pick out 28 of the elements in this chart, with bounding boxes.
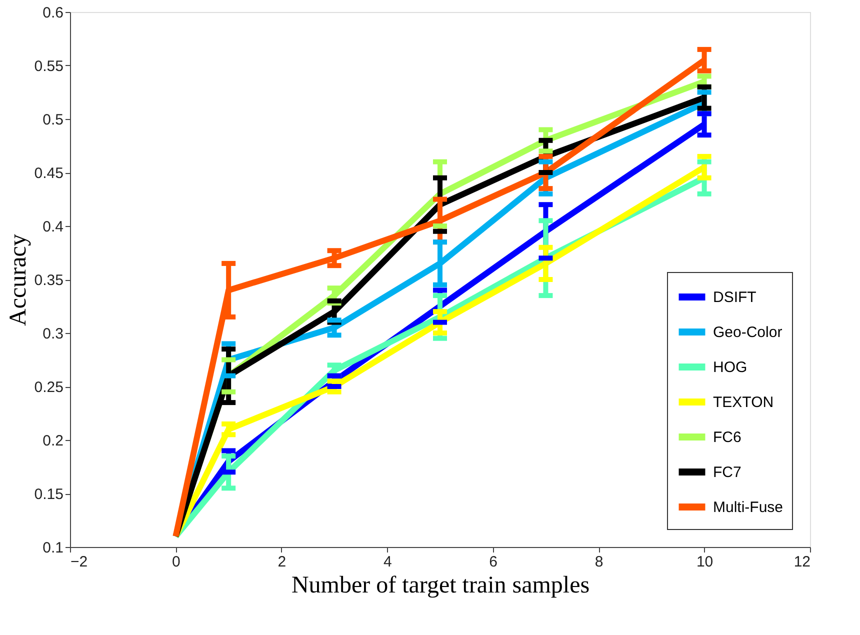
y-tick-label: 0.4 (42, 218, 64, 236)
y-tick-label: 0.1 (42, 540, 64, 556)
legend-label: FC7 (713, 464, 742, 481)
x-tick-label: 8 (594, 554, 604, 570)
legend-label: TEXTON (713, 394, 774, 411)
x-tick-label: −2 (70, 554, 88, 570)
x-tick-label: 12 (794, 554, 810, 570)
legend-label: Geo-Color (713, 324, 782, 341)
y-tick-label: 0.45 (34, 165, 64, 182)
x-tick-label: 6 (489, 554, 498, 570)
y-tick-label: 0.5 (42, 112, 64, 128)
x-tick-label: 4 (383, 554, 392, 570)
x-tick-label: 0 (172, 554, 180, 570)
legend-label: DSIFT (713, 289, 756, 306)
y-tick-label: 0.25 (34, 379, 64, 396)
x-tick-label: 10 (696, 554, 714, 570)
y-tick-label: 0.2 (42, 432, 64, 450)
y-tick-label: 0.3 (42, 326, 64, 342)
y-tick-label: 0.6 (42, 4, 64, 22)
y-tick-label: 0.55 (34, 58, 64, 75)
y-axis-title: Accuracy (5, 234, 32, 326)
x-tick-label: 2 (278, 554, 286, 570)
legend-label: FC6 (713, 429, 742, 446)
legend-label: HOG (713, 359, 748, 376)
legend-label: Multi-Fuse (713, 499, 784, 516)
y-tick-label: 0.35 (34, 272, 64, 289)
x-axis-title: Number of target train samples (291, 572, 590, 598)
y-tick-label: 0.15 (34, 486, 64, 503)
